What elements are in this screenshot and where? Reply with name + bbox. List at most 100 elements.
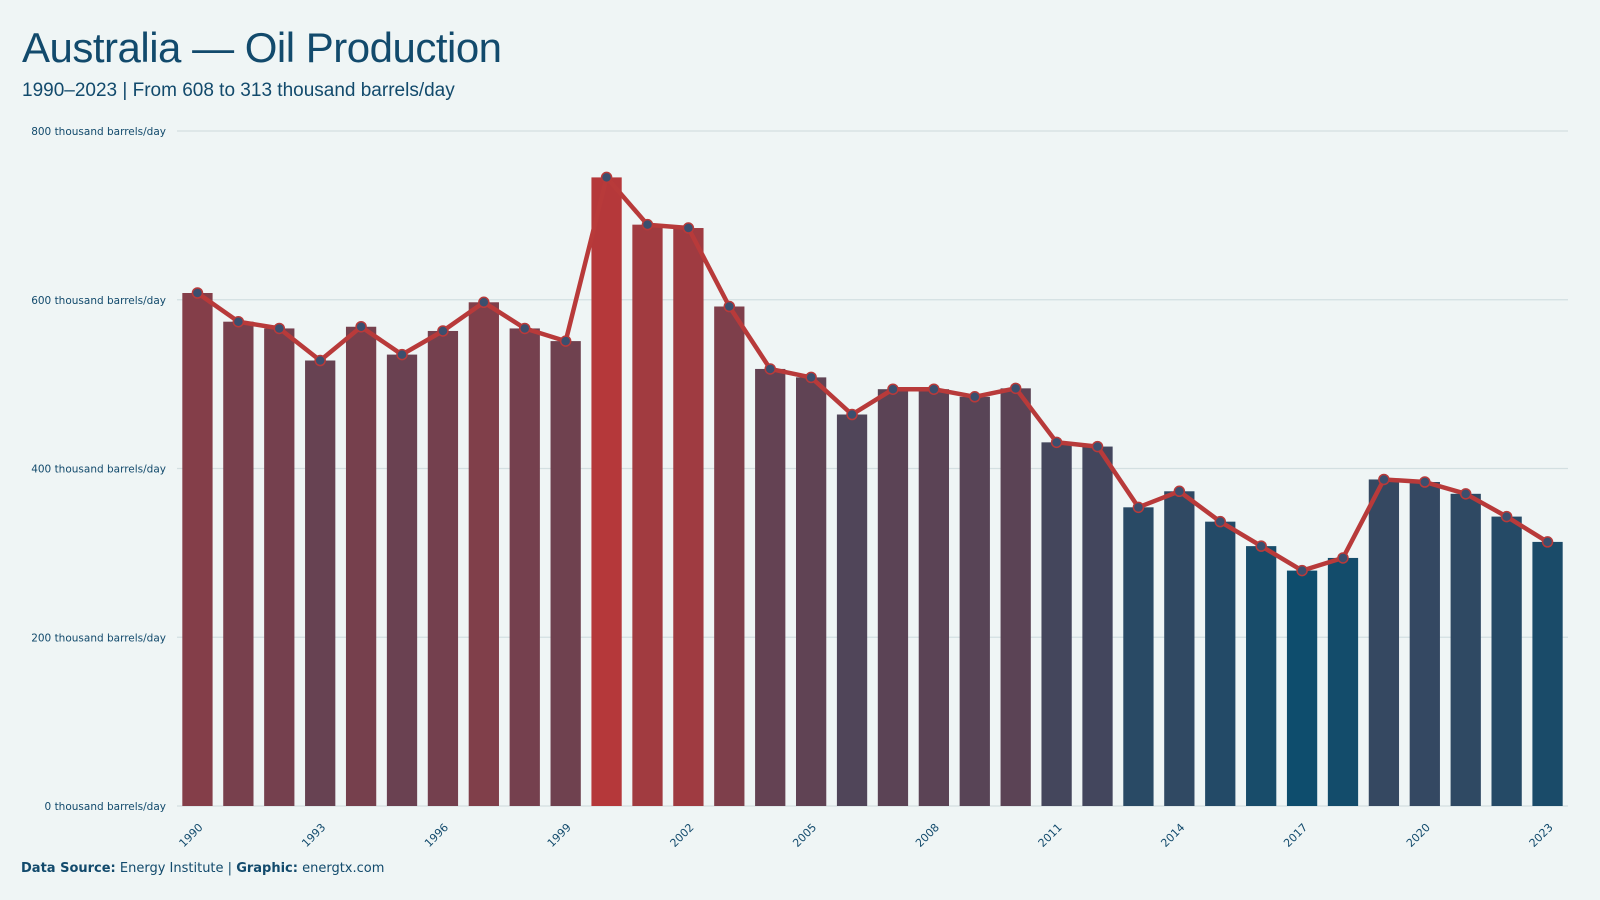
bar-2006 — [836, 414, 868, 806]
point-2005 — [805, 371, 817, 384]
y-tick-label: 200 thousand barrels/day — [31, 632, 166, 644]
bar-2015 — [1205, 521, 1236, 806]
bar-2009 — [959, 396, 990, 806]
bar-1996 — [427, 330, 459, 806]
bar-2002 — [673, 228, 704, 806]
bar-1997 — [468, 302, 499, 806]
markers-layer — [191, 171, 1554, 577]
bar-2000 — [591, 177, 622, 806]
x-tick-label: 2005 — [790, 821, 819, 850]
x-tick-label: 2002 — [668, 821, 697, 850]
bar-1990 — [182, 293, 213, 806]
point-2002 — [682, 222, 695, 234]
point-2009 — [969, 391, 981, 403]
bar-2020 — [1409, 482, 1440, 806]
point-1993 — [314, 354, 326, 367]
point-2001 — [641, 218, 654, 231]
y-tick-label: 800 thousand barrels/day — [31, 126, 166, 138]
bar-2004 — [755, 368, 786, 806]
bar-2003 — [714, 306, 745, 806]
point-1999 — [559, 335, 572, 347]
point-2019 — [1378, 473, 1390, 486]
graphic-value: energtx.com — [297, 861, 385, 876]
bar-1998 — [509, 328, 540, 806]
bar-2018 — [1327, 557, 1359, 806]
bar-1993 — [305, 360, 336, 806]
bar-2011 — [1041, 442, 1072, 806]
point-2000 — [600, 171, 613, 184]
point-2013 — [1132, 501, 1145, 514]
point-1996 — [437, 325, 449, 337]
bar-2005 — [795, 377, 827, 806]
point-1992 — [273, 322, 286, 335]
x-tick-label: 1996 — [422, 821, 451, 850]
footer-credits: Data Source: Energy Institute | Graphic:… — [21, 860, 384, 878]
bar-2001 — [632, 224, 663, 806]
x-tick-label: 1999 — [545, 821, 574, 850]
point-2014 — [1173, 485, 1186, 498]
bar-2016 — [1246, 546, 1277, 806]
x-tick-label: 1990 — [177, 821, 206, 850]
point-2017 — [1296, 564, 1308, 577]
bar-2021 — [1450, 493, 1481, 806]
point-1998 — [519, 322, 531, 335]
point-2021 — [1459, 488, 1472, 500]
bar-1994 — [345, 326, 377, 806]
bar-2017 — [1286, 570, 1318, 806]
point-2008 — [928, 383, 940, 395]
x-axis-ticks: 1990 1993 1996 1999 2002 2005 2008 2011 2014 2017… — [177, 821, 1556, 850]
bar-2019 — [1368, 479, 1400, 806]
page-subtitle: 1990–2023 | From 608 to 313 thousand bar… — [22, 80, 455, 101]
page-title: Australia — Oil Production — [22, 24, 502, 71]
point-1990 — [191, 287, 204, 299]
grid-layer — [177, 130, 1568, 807]
x-tick-label: 2008 — [913, 821, 942, 850]
point-2018 — [1337, 552, 1349, 564]
bar-2023 — [1532, 541, 1563, 806]
point-2007 — [887, 383, 899, 395]
point-2011 — [1050, 436, 1063, 449]
series-line — [195, 175, 1550, 573]
bar-2010 — [1000, 388, 1031, 806]
x-tick-label: 2023 — [1527, 821, 1556, 850]
point-1997 — [478, 296, 490, 309]
point-2003 — [723, 300, 736, 313]
point-1991 — [232, 315, 245, 328]
source-label: Data Source: — [21, 861, 116, 876]
bar-2007 — [877, 389, 909, 806]
point-2004 — [764, 363, 776, 375]
point-1995 — [396, 348, 408, 361]
point-2020 — [1419, 476, 1431, 488]
x-tick-label: 2017 — [1281, 821, 1310, 850]
x-tick-label: 2014 — [1158, 821, 1187, 850]
bar-1999 — [550, 341, 581, 806]
point-2016 — [1255, 540, 1267, 552]
y-axis-ticks: 0 thousand barrels/day 200 thousand barre… — [31, 126, 166, 813]
point-2022 — [1500, 510, 1513, 523]
point-2023 — [1541, 536, 1554, 548]
point-2015 — [1214, 515, 1226, 528]
source-value: Energy Institute | — [115, 861, 237, 876]
y-tick-label: 600 thousand barrels/day — [31, 295, 166, 307]
bar-2012 — [1082, 446, 1113, 806]
y-tick-label: 0 thousand barrels/day — [45, 801, 166, 813]
y-tick-label: 400 thousand barrels/day — [31, 464, 166, 476]
point-2010 — [1009, 382, 1022, 395]
x-tick-label: 2020 — [1404, 821, 1433, 850]
bar-2022 — [1491, 516, 1522, 806]
bar-1995 — [386, 354, 418, 806]
bars-layer — [182, 177, 1563, 806]
graphic-label: Graphic: — [236, 861, 298, 876]
bar-2014 — [1164, 491, 1195, 806]
x-tick-label: 2011 — [1036, 821, 1065, 850]
point-2012 — [1091, 440, 1104, 453]
point-1994 — [355, 321, 367, 333]
point-2006 — [846, 408, 858, 421]
bar-2013 — [1123, 507, 1154, 806]
bar-1992 — [264, 328, 295, 806]
line-layer — [195, 175, 1550, 573]
bar-1991 — [223, 321, 254, 806]
x-tick-label: 1993 — [299, 821, 328, 850]
bar-2008 — [918, 389, 950, 806]
